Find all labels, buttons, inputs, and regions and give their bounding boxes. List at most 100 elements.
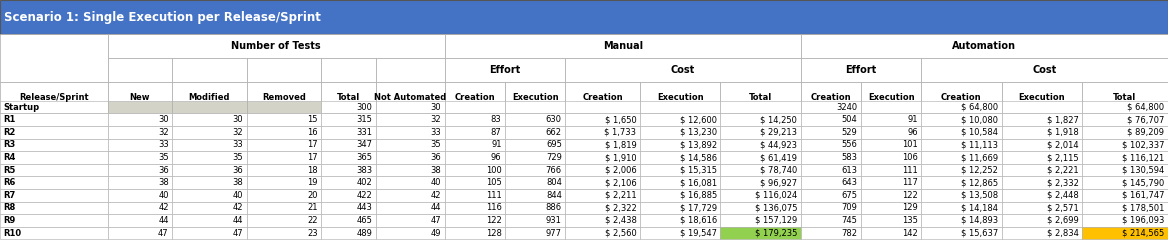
Text: R10: R10: [4, 229, 22, 238]
Bar: [172, 58, 246, 82]
Bar: [505, 113, 565, 126]
Bar: [1001, 202, 1082, 214]
Text: $ 96,927: $ 96,927: [760, 178, 798, 187]
Bar: [505, 101, 565, 113]
Text: Release/Sprint: Release/Sprint: [19, 93, 89, 102]
Bar: [801, 189, 861, 202]
Text: $ 18,616: $ 18,616: [680, 216, 717, 225]
Text: 556: 556: [842, 140, 857, 149]
Bar: [801, 202, 861, 214]
Bar: [640, 189, 721, 202]
Text: Total: Total: [338, 93, 360, 102]
Text: 122: 122: [486, 216, 501, 225]
Bar: [0, 227, 107, 239]
Bar: [801, 34, 1168, 58]
Text: $ 2,106: $ 2,106: [605, 178, 637, 187]
Bar: [107, 164, 172, 176]
Bar: [376, 126, 445, 139]
Bar: [0, 139, 107, 151]
Text: 105: 105: [486, 178, 501, 187]
Bar: [246, 189, 321, 202]
Bar: [445, 227, 505, 239]
Text: $ 179,235: $ 179,235: [755, 229, 798, 238]
Text: 504: 504: [842, 115, 857, 124]
Text: 101: 101: [902, 140, 918, 149]
Bar: [565, 176, 640, 189]
Text: 402: 402: [356, 178, 373, 187]
Bar: [321, 189, 376, 202]
Text: 32: 32: [431, 115, 442, 124]
Text: $ 1,733: $ 1,733: [605, 128, 637, 137]
Text: 111: 111: [486, 191, 501, 200]
Bar: [721, 101, 801, 113]
Text: 122: 122: [902, 191, 918, 200]
Text: $ 10,584: $ 10,584: [961, 128, 997, 137]
Text: Total: Total: [1113, 93, 1136, 102]
Bar: [1082, 214, 1168, 227]
Text: 20: 20: [307, 191, 318, 200]
Bar: [321, 164, 376, 176]
Text: 529: 529: [842, 128, 857, 137]
Bar: [107, 176, 172, 189]
Bar: [922, 189, 1001, 202]
Bar: [0, 202, 107, 214]
Text: $ 76,707: $ 76,707: [1127, 115, 1164, 124]
Text: 23: 23: [307, 229, 318, 238]
Text: 106: 106: [902, 153, 918, 162]
Text: 35: 35: [232, 153, 243, 162]
Text: 128: 128: [486, 229, 501, 238]
Text: $ 14,184: $ 14,184: [961, 203, 997, 212]
Bar: [172, 202, 246, 214]
Text: $ 15,315: $ 15,315: [680, 166, 717, 175]
Bar: [321, 58, 376, 82]
Text: $ 2,834: $ 2,834: [1047, 229, 1078, 238]
Text: 613: 613: [841, 166, 857, 175]
Text: $ 2,211: $ 2,211: [605, 191, 637, 200]
Text: 17: 17: [307, 153, 318, 162]
Text: $ 2,438: $ 2,438: [605, 216, 637, 225]
Bar: [640, 151, 721, 164]
Bar: [1082, 82, 1168, 113]
Bar: [1001, 139, 1082, 151]
Text: R2: R2: [4, 128, 16, 137]
Text: 489: 489: [356, 229, 373, 238]
Bar: [640, 164, 721, 176]
Text: 886: 886: [545, 203, 562, 212]
Bar: [565, 227, 640, 239]
Bar: [321, 214, 376, 227]
Text: $ 15,637: $ 15,637: [961, 229, 997, 238]
Bar: [376, 82, 445, 113]
Bar: [376, 58, 445, 82]
Text: Startup: Startup: [4, 103, 40, 112]
Text: 142: 142: [902, 229, 918, 238]
Bar: [246, 214, 321, 227]
Text: 38: 38: [158, 178, 168, 187]
Text: 42: 42: [431, 191, 442, 200]
Text: $ 13,892: $ 13,892: [680, 140, 717, 149]
Text: 87: 87: [491, 128, 501, 137]
Bar: [801, 176, 861, 189]
Bar: [376, 113, 445, 126]
Text: $ 12,865: $ 12,865: [961, 178, 997, 187]
Bar: [1082, 227, 1168, 239]
Text: 36: 36: [158, 166, 168, 175]
Text: 729: 729: [545, 153, 562, 162]
Text: Creation: Creation: [454, 93, 495, 102]
Text: 21: 21: [307, 203, 318, 212]
Bar: [861, 202, 922, 214]
Bar: [922, 58, 1168, 82]
Text: 365: 365: [356, 153, 373, 162]
Bar: [505, 176, 565, 189]
Bar: [0, 126, 107, 139]
Bar: [565, 151, 640, 164]
Bar: [922, 202, 1001, 214]
Text: 15: 15: [307, 115, 318, 124]
Bar: [107, 139, 172, 151]
Bar: [1001, 176, 1082, 189]
Text: 38: 38: [232, 178, 243, 187]
Text: Total: Total: [749, 93, 772, 102]
Bar: [505, 164, 565, 176]
Text: $ 157,129: $ 157,129: [755, 216, 798, 225]
Bar: [861, 82, 922, 113]
Bar: [0, 34, 107, 82]
